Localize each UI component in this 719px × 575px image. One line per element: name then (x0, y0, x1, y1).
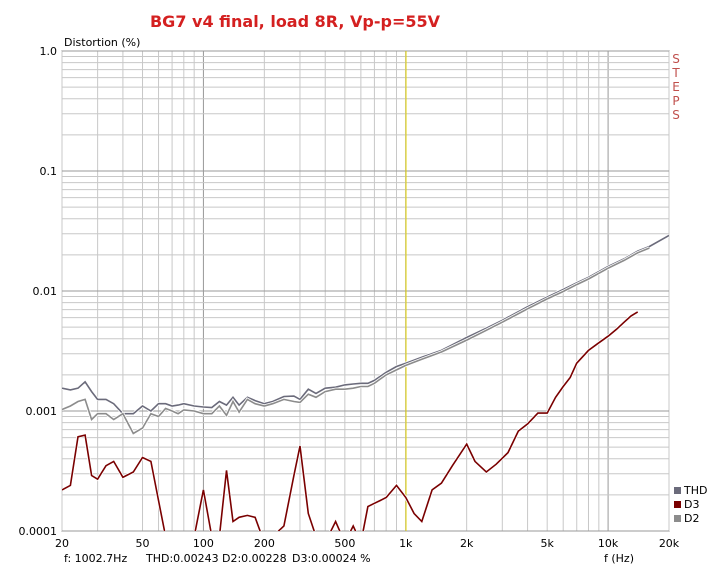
x-tick-label: 20k (659, 537, 680, 550)
legend-swatch (674, 501, 681, 508)
legend-swatch (674, 515, 681, 522)
x-tick-labels: 20 50 100 200 500 1k 2k 5k 10k 20k (55, 537, 680, 550)
y-tick-labels: 1.0 0.1 0.01 0.001 0.0001 (19, 45, 58, 538)
y-tick-label: 0.1 (40, 165, 58, 178)
series-line-d3 (62, 311, 639, 531)
steps-letter: S (672, 108, 680, 122)
y-tick-label: 0.0001 (19, 525, 58, 538)
cursor-frequency: f: 1002.7Hz (64, 552, 127, 565)
x-tick-label: 50 (136, 537, 150, 550)
y-axis-label: Distortion (%) (64, 36, 140, 49)
steps-letter: T (671, 66, 680, 80)
series-line-d2 (62, 247, 650, 435)
x-tick-label: 200 (254, 537, 275, 550)
steps-letter: S (672, 52, 680, 66)
x-tick-label: 20 (55, 537, 69, 550)
x-tick-label: 2k (460, 537, 474, 550)
grid (61, 50, 670, 532)
thd-readout: THD:0.00243 (145, 552, 219, 565)
d2-readout: D2:0.00228 (222, 552, 287, 565)
y-tick-label: 1.0 (40, 45, 58, 58)
legend-item: D3 (684, 498, 699, 511)
y-tick-label: 0.01 (33, 285, 58, 298)
x-tick-label: 1k (399, 537, 413, 550)
chart-title: BG7 v4 final, load 8R, Vp-p=55V (150, 12, 441, 31)
legend-item: D2 (684, 512, 699, 525)
steps-letter: E (672, 80, 680, 94)
legend-swatch (674, 487, 681, 494)
x-tick-label: 5k (540, 537, 554, 550)
series-line-thd (62, 234, 669, 415)
legend-item: THD (683, 484, 707, 497)
x-tick-label: 500 (334, 537, 355, 550)
steps-letter: P (672, 94, 679, 108)
y-tick-label: 0.001 (26, 405, 58, 418)
series-lines (62, 234, 669, 531)
x-tick-label: 10k (598, 537, 619, 550)
d3-readout: D3:0.00024 % (292, 552, 371, 565)
x-axis-label: f (Hz) (604, 552, 634, 565)
x-tick-label: 100 (193, 537, 214, 550)
